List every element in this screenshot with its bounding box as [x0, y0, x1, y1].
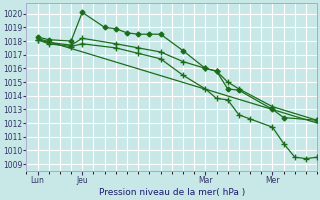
X-axis label: Pression niveau de la mer( hPa ): Pression niveau de la mer( hPa )	[99, 188, 245, 197]
